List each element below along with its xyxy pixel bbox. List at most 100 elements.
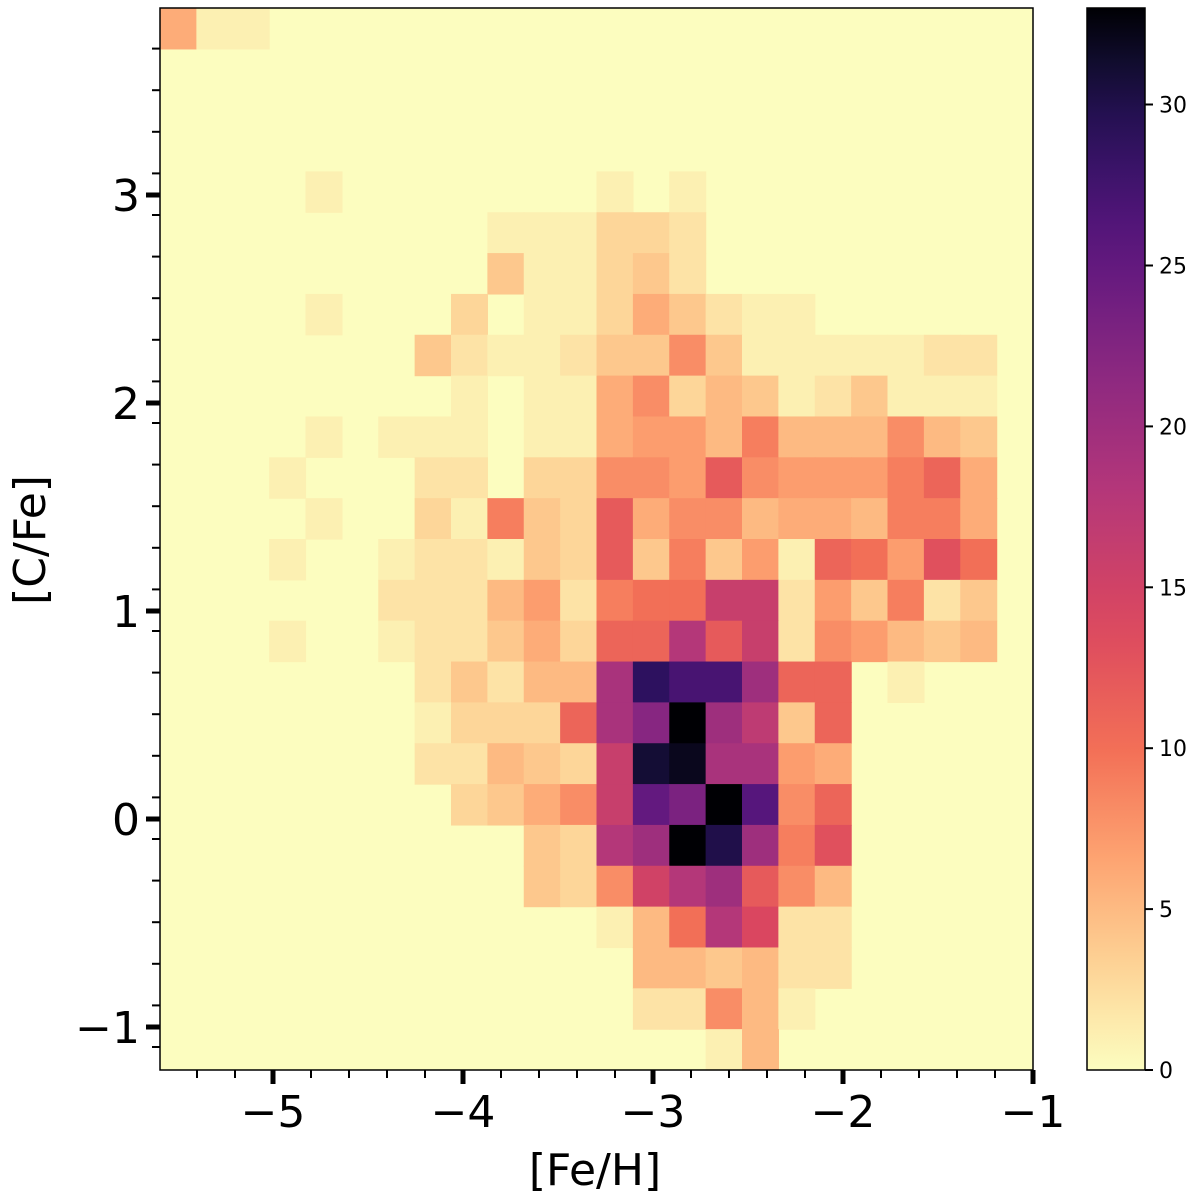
- heatmap-cell: [523, 743, 561, 785]
- heatmap-cell: [632, 457, 670, 499]
- heatmap-cell: [778, 579, 816, 622]
- heatmap-cell: [705, 579, 743, 622]
- heatmap-cell: [560, 661, 598, 703]
- heatmap-cell: [414, 661, 452, 703]
- heatmap-cell: [378, 539, 416, 581]
- x-tick-label: −1: [1001, 1087, 1066, 1138]
- heatmap-cell: [814, 906, 852, 949]
- heatmap-cell: [742, 906, 779, 949]
- heatmap-cell: [742, 988, 779, 1030]
- heatmap-cell: [523, 539, 561, 581]
- heatmap-cell: [523, 293, 561, 336]
- heatmap-cell: [814, 702, 852, 744]
- colorbar-gradient: [1086, 7, 1146, 1071]
- y-axis-title: [C/Fe]: [5, 475, 56, 605]
- heatmap-cell: [487, 334, 525, 377]
- heatmap-cell: [378, 579, 416, 622]
- y-tick-label: −1: [75, 1003, 140, 1054]
- heatmap-cell: [960, 579, 998, 622]
- heatmap-cell: [778, 293, 816, 336]
- heatmap-cell: [742, 416, 779, 458]
- heatmap-cell: [742, 661, 779, 703]
- heatmap-cell: [705, 784, 743, 826]
- heatmap-cell: [669, 906, 707, 949]
- heatmap-cell: [923, 539, 961, 581]
- heatmap-cell: [560, 579, 598, 622]
- heatmap-cell: [160, 8, 197, 50]
- heatmap-cell: [705, 620, 743, 663]
- heatmap-cell: [960, 498, 998, 540]
- heatmap-cell: [560, 498, 598, 540]
- heatmap-cell: [414, 334, 452, 377]
- heatmap-cell: [596, 906, 634, 949]
- heatmap-cell: [451, 702, 488, 744]
- heatmap-cell: [632, 253, 670, 295]
- heatmap-cell: [669, 457, 707, 499]
- heatmap-cell: [560, 375, 598, 418]
- heatmap-cell: [923, 498, 961, 540]
- colorbar-tick-label: 30: [1159, 94, 1187, 119]
- heatmap-cell: [560, 253, 598, 295]
- heatmap-cell: [960, 620, 998, 663]
- heatmap-cell: [560, 784, 598, 826]
- heatmap-cell: [560, 539, 598, 581]
- heatmap-cell: [378, 620, 416, 663]
- heatmap-cell: [305, 293, 343, 336]
- heatmap-cell: [887, 620, 925, 663]
- y-tick-label: 2: [112, 379, 140, 430]
- heatmap-cell: [778, 988, 816, 1030]
- heatmap-cell: [669, 702, 707, 744]
- heatmap-cell: [414, 498, 452, 540]
- heatmap-cell: [814, 947, 852, 989]
- heatmap-cell: [523, 784, 561, 826]
- heatmap-cell: [778, 947, 816, 989]
- heatmap-cell: [705, 661, 743, 703]
- heatmap-cell: [705, 906, 743, 949]
- heatmap-cell: [851, 375, 889, 418]
- heatmap-cell: [596, 293, 634, 336]
- heatmap-cell: [451, 375, 488, 418]
- heatmap-cell: [596, 498, 634, 540]
- heatmap-cell: [596, 171, 634, 213]
- heatmap-cell: [778, 416, 816, 458]
- heatmap-cell: [451, 498, 488, 540]
- heatmap-cell: [632, 784, 670, 826]
- heatmap-cell: [705, 1029, 743, 1071]
- heatmap-cell: [742, 498, 779, 540]
- heatmap-cell: [632, 620, 670, 663]
- heatmap-cell: [851, 498, 889, 540]
- heatmap-cell: [487, 784, 525, 826]
- heatmap-cell: [632, 865, 670, 908]
- heatmap-cell: [887, 457, 925, 499]
- heatmap-cell: [923, 620, 961, 663]
- x-tick-label: −4: [431, 1087, 496, 1138]
- heatmap-cell: [669, 988, 707, 1030]
- heatmap-cell: [742, 293, 779, 336]
- heatmap-cell: [960, 539, 998, 581]
- heatmap-cell: [596, 824, 634, 867]
- heatmap-cell: [523, 579, 561, 622]
- heatmap-cell: [523, 253, 561, 295]
- heatmap-cell: [669, 416, 707, 458]
- heatmap-cell: [705, 457, 743, 499]
- heatmap-cell: [487, 498, 525, 540]
- heatmap-cell: [596, 334, 634, 377]
- heatmap-cell: [705, 375, 743, 418]
- heatmap-cell: [669, 375, 707, 418]
- heatmap-cell: [814, 743, 852, 785]
- heatmap-cell: [742, 947, 779, 989]
- heatmap-cell: [632, 416, 670, 458]
- heatmap-cell: [596, 457, 634, 499]
- heatmap-cell: [742, 824, 779, 867]
- heatmap-cell: [705, 865, 743, 908]
- heatmap-cell: [451, 743, 488, 785]
- heatmap-cell: [523, 334, 561, 377]
- heatmap-cell: [596, 539, 634, 581]
- heatmap-cell: [669, 539, 707, 581]
- heatmap-cell: [378, 416, 416, 458]
- heatmap-cell: [742, 375, 779, 418]
- heatmap-cell: [596, 865, 634, 908]
- heatmap-cell: [487, 702, 525, 744]
- heatmap-cell: [814, 498, 852, 540]
- heatmap-cell: [742, 702, 779, 744]
